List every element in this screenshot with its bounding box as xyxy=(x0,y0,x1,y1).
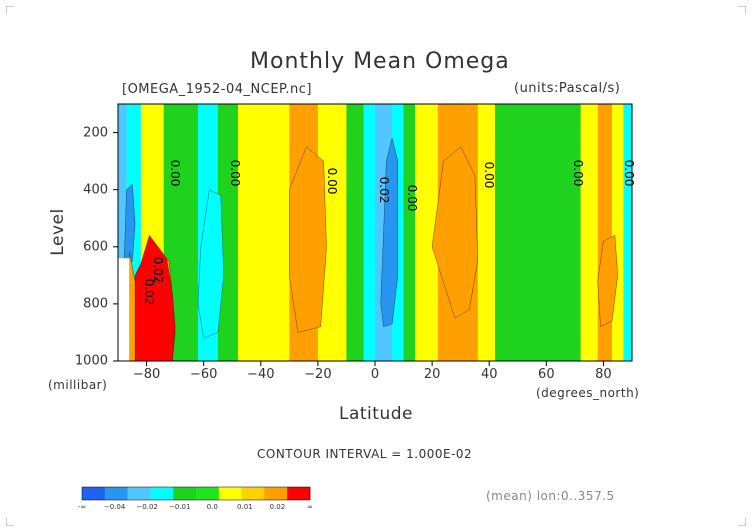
core-red-pole xyxy=(134,234,176,361)
colorbar-label: -∞ xyxy=(77,503,87,511)
colorbar-swatch-2 xyxy=(127,487,151,500)
colorbar-swatch-0 xyxy=(82,487,106,500)
corner-mark-top-left xyxy=(6,6,14,14)
band-8 xyxy=(255,104,290,361)
colorbar-swatch-7 xyxy=(241,487,265,500)
y-tick-label: 1000 xyxy=(74,353,108,369)
contour-label: 0.00 xyxy=(482,162,497,189)
band-18 xyxy=(477,104,496,361)
band-20 xyxy=(523,104,559,361)
contour-label: 0.02 xyxy=(376,176,391,204)
core-blue-equator xyxy=(380,138,399,328)
colorbar-swatch-8 xyxy=(264,487,288,500)
x-axis-label: Latitude xyxy=(339,404,413,424)
band-24 xyxy=(612,104,624,361)
colorbar-label: ∞ xyxy=(307,503,313,511)
x-tick-label: 40 xyxy=(480,367,498,382)
band-15 xyxy=(403,104,416,361)
colorbar-swatch-9 xyxy=(287,487,311,500)
core-cyan-south xyxy=(197,189,224,339)
missing-data-region xyxy=(118,258,130,361)
y-tick-label: 400 xyxy=(83,182,108,198)
chart-title: Monthly Mean Omega xyxy=(250,49,510,74)
plot-features xyxy=(118,138,618,361)
contour-label: 0.00 xyxy=(405,184,420,212)
mean-text: (mean) lon:0..357.5 xyxy=(486,489,615,503)
colorbar-label: 0.01 xyxy=(237,503,253,511)
band-7 xyxy=(237,104,256,361)
band-25 xyxy=(623,104,632,361)
contour-label: 0.00 xyxy=(325,167,340,195)
plot-area xyxy=(118,104,632,361)
colorbar-label: −0.01 xyxy=(168,503,191,511)
corner-mark-bottom-left xyxy=(6,518,14,526)
colorbar-label: 0.0 xyxy=(206,503,218,511)
band-22 xyxy=(580,104,599,361)
x-tick-label: −40 xyxy=(247,367,275,382)
band-14 xyxy=(392,104,405,361)
band-4 xyxy=(186,104,199,361)
colorbar-label: 0.02 xyxy=(269,503,286,511)
x-tick-label: 20 xyxy=(423,367,441,382)
y-tick-label: 600 xyxy=(83,239,108,255)
band-21 xyxy=(557,104,582,361)
axis-ticks xyxy=(113,132,604,366)
y-axis-label: Level xyxy=(48,208,68,256)
core-orange-north xyxy=(431,146,479,319)
x-units-label: (degrees_north) xyxy=(536,386,640,400)
band-16 xyxy=(414,104,439,361)
colorbar-label: −0.02 xyxy=(136,503,158,511)
contour-label: 0.02 xyxy=(142,279,157,306)
y-units-label: (millibar) xyxy=(48,378,108,392)
contour-label: 0.00 xyxy=(168,159,183,186)
colorbar-swatch-4 xyxy=(173,487,197,500)
colorbar-swatch-1 xyxy=(104,487,128,500)
contour-label: 0.00 xyxy=(622,159,637,186)
x-tick-label: 60 xyxy=(538,367,555,382)
colorbar xyxy=(81,486,311,501)
x-tick-label: 80 xyxy=(595,367,612,382)
band-19 xyxy=(494,104,524,361)
x-tick-label: −80 xyxy=(132,367,161,382)
file-label: [OMEGA_1952-04_NCEP.nc] xyxy=(122,82,312,97)
corner-mark-bottom-right xyxy=(738,518,746,526)
units-label: (units:Pascal/s) xyxy=(514,81,621,96)
colorbar-swatch-3 xyxy=(150,487,174,500)
contour-label: 0.00 xyxy=(228,159,243,186)
contour-interval-text: CONTOUR INTERVAL = 1.000E-02 xyxy=(257,447,473,461)
y-tick-label: 800 xyxy=(83,296,108,312)
colorbar-frame xyxy=(81,486,311,501)
x-tick-label: −60 xyxy=(189,367,218,382)
colorbar-swatch-6 xyxy=(218,487,242,500)
core-orange-far-north xyxy=(597,235,618,328)
corner-mark-top-right xyxy=(738,6,746,14)
band-0 xyxy=(118,104,128,361)
band-6 xyxy=(217,104,239,361)
x-tick-label: 0 xyxy=(370,367,380,382)
colorbar-swatch-5 xyxy=(196,487,220,500)
y-tick-label: 200 xyxy=(83,125,108,141)
core-orange-south xyxy=(289,146,327,333)
contour-label: 0.00 xyxy=(570,159,585,186)
x-tick-label: −20 xyxy=(304,367,332,382)
band-12 xyxy=(363,104,376,361)
band-11 xyxy=(346,104,365,361)
colorbar-label: −0.04 xyxy=(103,503,126,511)
